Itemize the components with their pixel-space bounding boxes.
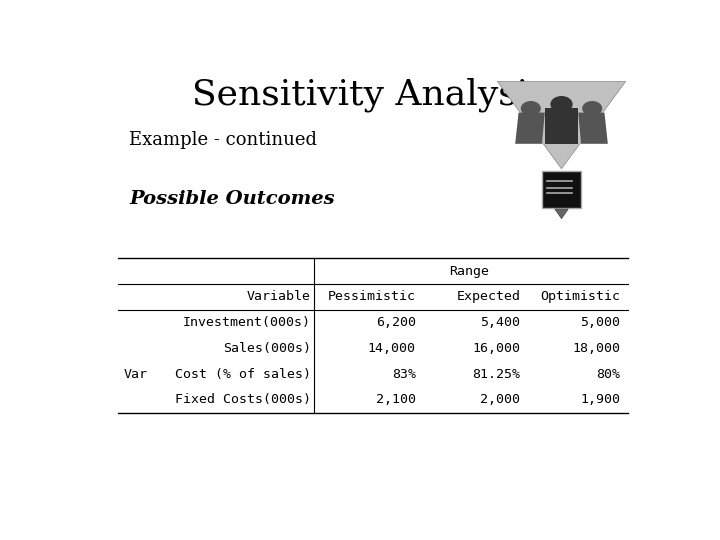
Text: Sensitivity Analysis: Sensitivity Analysis [192,77,546,112]
Text: Var: Var [124,368,148,381]
Text: Optimistic: Optimistic [540,291,620,303]
Circle shape [582,101,602,116]
Text: 16,000: 16,000 [472,342,521,355]
Text: Variable: Variable [247,291,311,303]
Bar [542,171,581,208]
Circle shape [550,96,572,113]
Text: 14,000: 14,000 [368,342,415,355]
Circle shape [521,101,541,116]
Text: Cost (% of sales): Cost (% of sales) [175,368,311,381]
Text: Possible Outcomes: Possible Outcomes [129,190,335,207]
Text: 5,000: 5,000 [580,316,620,329]
Polygon shape [545,109,578,144]
Text: 6,200: 6,200 [376,316,415,329]
Text: 2,000: 2,000 [480,394,521,407]
Text: Sales(000s): Sales(000s) [223,342,311,355]
Polygon shape [555,209,568,219]
Text: Example - continued: Example - continued [129,131,317,150]
Text: Pessimistic: Pessimistic [328,291,415,303]
Text: 5,400: 5,400 [480,316,521,329]
Text: Range: Range [449,265,489,278]
Text: Investment(000s): Investment(000s) [183,316,311,329]
Text: 1,900: 1,900 [580,394,620,407]
Text: 80%: 80% [596,368,620,381]
Text: 2,100: 2,100 [376,394,415,407]
Polygon shape [578,113,608,144]
Polygon shape [516,113,545,144]
Text: Expected: Expected [456,291,521,303]
Text: 83%: 83% [392,368,415,381]
Polygon shape [498,82,626,168]
Text: 18,000: 18,000 [572,342,620,355]
Text: 81.25%: 81.25% [472,368,521,381]
Text: Fixed Costs(000s): Fixed Costs(000s) [175,394,311,407]
